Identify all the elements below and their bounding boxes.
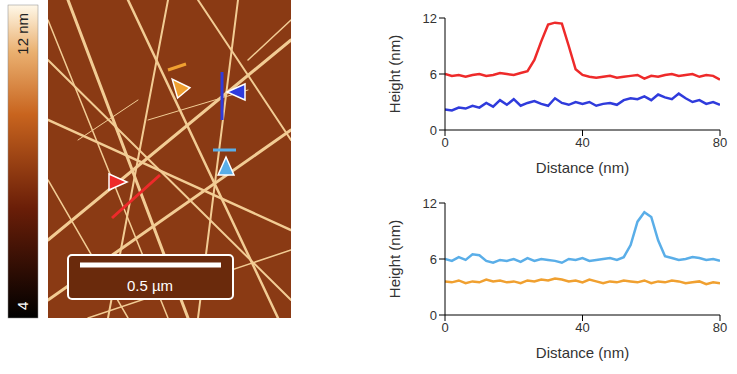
svg-text:0: 0 [430,123,437,138]
svg-text:0: 0 [441,135,448,150]
svg-text:6: 6 [430,252,437,267]
svg-text:0.5 µm: 0.5 µm [127,277,173,294]
svg-text:Distance (nm): Distance (nm) [536,159,629,176]
svg-text:Height (nm): Height (nm) [386,35,403,113]
svg-text:80: 80 [713,320,727,335]
svg-text:12: 12 [423,196,437,211]
svg-text:80: 80 [713,135,727,150]
svg-text:12: 12 [423,11,437,26]
svg-text:4: 4 [14,302,31,310]
svg-text:6: 6 [430,67,437,82]
svg-text:Distance (nm): Distance (nm) [536,344,629,361]
svg-text:Height (nm): Height (nm) [386,220,403,298]
svg-text:12 nm: 12 nm [14,13,31,55]
svg-text:0: 0 [430,308,437,323]
svg-text:0: 0 [441,320,448,335]
svg-text:40: 40 [575,135,589,150]
svg-text:40: 40 [575,320,589,335]
